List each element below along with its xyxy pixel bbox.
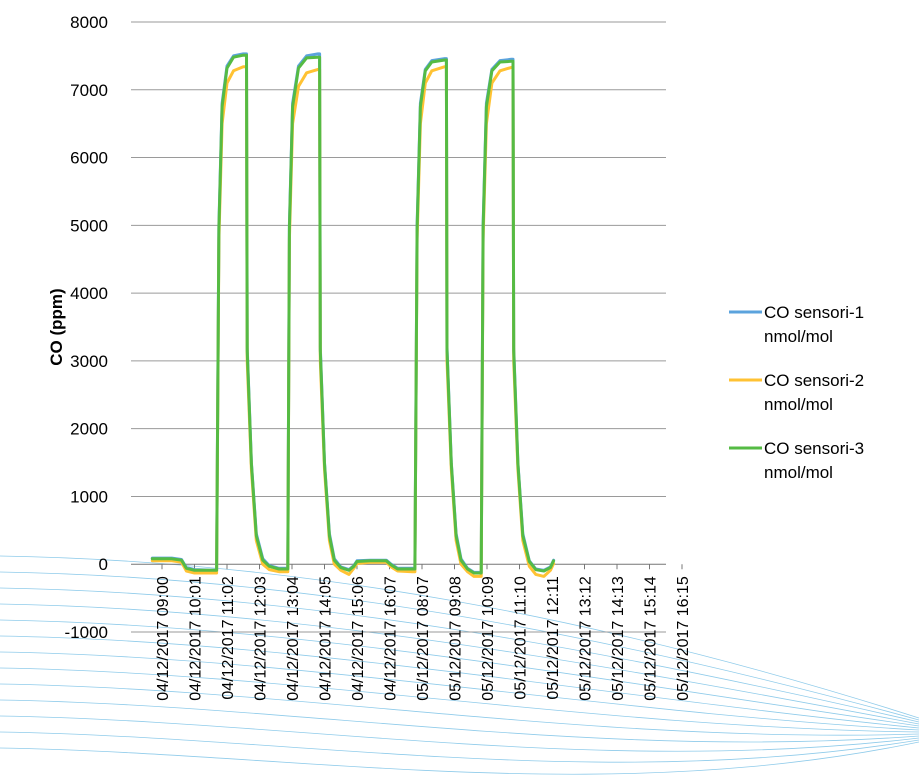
background-stroke: [0, 619, 919, 727]
series-line-1: [150, 52, 556, 574]
background-stroke: [0, 667, 919, 733]
x-tick-label: 04/12/2017 15:06: [350, 576, 367, 701]
y-tick-label: 8000: [70, 13, 108, 32]
legend: CO sensori-1 nmol/mol CO sensori-2 nmol/mol…: [729, 303, 864, 482]
x-tick-label: 04/12/2017 13:04: [285, 576, 302, 701]
x-tick-label: 05/12/2017 08:07: [415, 576, 432, 701]
series-line-2: [150, 65, 556, 578]
y-tick-label: 0: [99, 555, 108, 574]
y-tick-label: 4000: [70, 284, 108, 303]
x-tick-label: 05/12/2017 16:15: [675, 576, 692, 701]
background-stroke: [0, 555, 919, 719]
background-stroke: [0, 603, 919, 725]
background-strokes: [0, 555, 919, 775]
y-tick-label: 5000: [70, 216, 108, 235]
series-lines: [150, 52, 556, 578]
y-axis-title: CO (ppm): [47, 288, 66, 365]
x-tick-label: 05/12/2017 13:12: [578, 576, 595, 701]
x-tick-label: 05/12/2017 15:14: [643, 576, 660, 701]
y-tick-label: 7000: [70, 81, 108, 100]
x-tick-label: 04/12/2017 12:03: [253, 576, 270, 701]
y-tick-label: 6000: [70, 149, 108, 168]
legend-label: CO sensori-1 nmol/mol: [764, 303, 864, 346]
legend-label: CO sensori-2 nmol/mol: [764, 371, 864, 414]
background-stroke: [0, 571, 919, 721]
y-tick-label: 3000: [70, 352, 108, 371]
background-stroke: [0, 683, 919, 736]
x-tick-label: 05/12/2017 09:08: [448, 576, 465, 701]
y-tick-label: 1000: [70, 487, 108, 506]
x-tick-label: 04/12/2017 14:05: [318, 576, 335, 701]
background-stroke: [0, 731, 919, 763]
background-stroke: [0, 635, 919, 729]
x-tick-label: 05/12/2017 10:09: [480, 576, 497, 701]
x-tick-label: 05/12/2017 14:13: [610, 576, 627, 701]
y-tick-labels: -1000 0 1000 2000 3000 4000 5000 6000 7000 8000: [65, 13, 108, 642]
x-tick-label: 04/12/2017 09:00: [155, 576, 172, 701]
series-line-3: [150, 53, 556, 575]
x-tick-label: 05/12/2017 12:11: [545, 576, 562, 699]
background-stroke: [0, 651, 919, 731]
y-tick-label: 2000: [70, 420, 108, 439]
background-stroke: [0, 741, 919, 775]
x-tick-label: 04/12/2017 11:02: [220, 576, 237, 699]
background-stroke: [0, 699, 919, 743]
y-tick-label: -1000: [65, 623, 108, 642]
x-tick-label: 04/12/2017 16:07: [383, 576, 400, 701]
legend-label: CO sensori-3 nmol/mol: [764, 439, 864, 482]
x-tick-labels: 04/12/2017 09:00 04/12/2017 10:01 04/12/20…: [155, 564, 692, 701]
x-tick-label: 05/12/2017 11:10: [513, 576, 530, 699]
background-stroke: [0, 587, 919, 723]
x-tick-label: 04/12/2017 10:01: [188, 576, 205, 701]
y-gridlines: [131, 21, 666, 633]
background-stroke: [0, 715, 919, 752]
